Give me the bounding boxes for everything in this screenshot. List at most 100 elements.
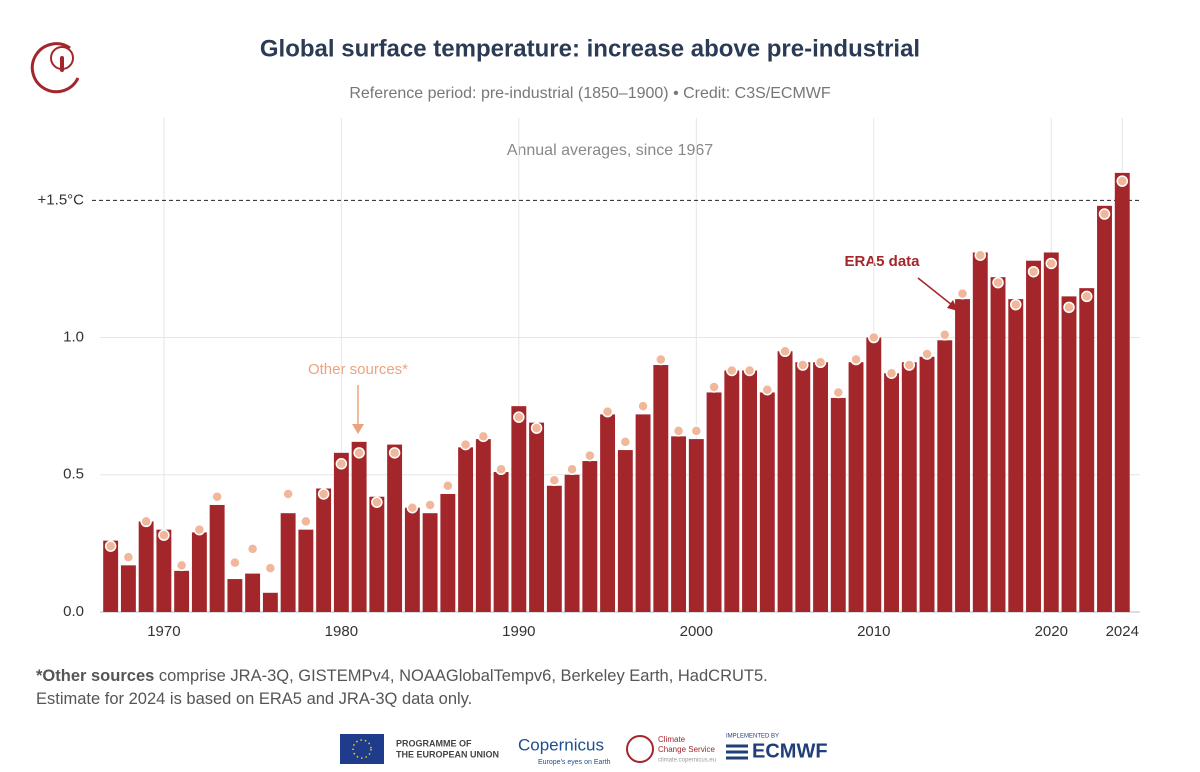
chart-subtitle: Reference period: pre-industrial (1850–1… xyxy=(349,85,831,102)
dot xyxy=(317,488,330,500)
footer-text: IMPLEMENTED BY xyxy=(726,734,779,740)
chart-title: Global surface temperature: increase abo… xyxy=(260,35,920,62)
dot xyxy=(655,353,667,366)
dot xyxy=(104,540,117,552)
dot xyxy=(335,458,348,470)
x-tick-label: 2020 xyxy=(1035,623,1068,640)
footer-text: ECMWF xyxy=(752,740,828,762)
bar xyxy=(600,414,616,612)
bar xyxy=(298,529,314,612)
dot xyxy=(406,501,419,514)
dot xyxy=(548,474,561,487)
dot xyxy=(832,386,845,399)
dot xyxy=(939,329,951,341)
bar xyxy=(351,441,367,612)
bar xyxy=(245,573,261,612)
bar xyxy=(440,493,456,612)
bar xyxy=(387,444,403,612)
bar xyxy=(884,373,899,612)
bar xyxy=(848,362,864,612)
bar xyxy=(103,540,119,612)
footnote-text: comprise JRA-3Q, GISTEMPv4, NOAAGlobalTe… xyxy=(154,667,768,685)
bar xyxy=(1008,299,1024,612)
footer-text: Climate xyxy=(658,735,686,744)
dot xyxy=(300,515,312,528)
dot xyxy=(122,551,135,563)
bar xyxy=(369,496,385,612)
footer: PROGRAMME OF THE EUROPEAN UNION Copernic… xyxy=(340,734,828,766)
dot xyxy=(619,436,632,448)
dot xyxy=(779,345,791,358)
dot xyxy=(229,556,241,569)
bar xyxy=(866,337,882,612)
bar xyxy=(742,370,758,612)
bar xyxy=(688,439,704,612)
bar xyxy=(901,362,917,612)
bar xyxy=(777,351,793,612)
bar xyxy=(422,513,438,612)
dot xyxy=(459,438,472,451)
x-tick-label: 2010 xyxy=(857,623,890,640)
eu-flag xyxy=(340,734,384,764)
bar xyxy=(724,370,740,612)
bar xyxy=(475,439,491,612)
dot xyxy=(246,543,259,555)
bar xyxy=(546,485,562,612)
bar xyxy=(1114,172,1130,612)
bar xyxy=(1097,205,1112,613)
y-tick-label: 1.0 xyxy=(63,329,84,346)
bar xyxy=(1043,252,1059,612)
bar xyxy=(706,392,722,612)
footer-text: climate.copernicus.eu xyxy=(658,758,716,764)
y-tick-label: 0.0 xyxy=(63,603,84,620)
dot xyxy=(761,383,774,396)
bar xyxy=(635,414,651,612)
dot xyxy=(903,359,916,371)
dot xyxy=(974,249,987,261)
bar xyxy=(671,436,687,612)
x-tick-label: 1970 xyxy=(147,623,180,640)
dot xyxy=(211,490,223,503)
dot xyxy=(584,449,596,462)
legend-label: ERA5 data xyxy=(844,253,920,270)
y-tick-label: +1.5°C xyxy=(38,191,85,208)
dot xyxy=(726,364,738,377)
bar xyxy=(813,362,828,612)
bar xyxy=(955,299,970,612)
dot xyxy=(264,562,277,574)
dot xyxy=(1098,208,1111,220)
bar xyxy=(1026,260,1041,612)
dot xyxy=(1063,301,1075,314)
dot xyxy=(282,488,294,500)
footer-text: PROGRAMME OF xyxy=(396,738,472,748)
dot xyxy=(690,425,703,437)
dot xyxy=(1010,298,1022,311)
dot xyxy=(992,276,1004,289)
bar xyxy=(795,362,811,612)
dot xyxy=(175,559,188,572)
eu-stars xyxy=(352,739,372,759)
dot xyxy=(850,353,862,366)
bar xyxy=(990,277,1006,612)
footnote: *Other sources comprise JRA-3Q, GISTEMPv… xyxy=(36,667,768,686)
dot xyxy=(1081,290,1093,303)
bar xyxy=(617,450,633,612)
dot xyxy=(868,331,880,344)
footer-text: Copernicus xyxy=(518,735,604,754)
dot xyxy=(814,356,827,369)
bar xyxy=(653,365,669,612)
bar xyxy=(919,356,935,612)
legend-label: Other sources* xyxy=(308,361,408,378)
bar xyxy=(759,392,775,612)
dot xyxy=(1116,175,1129,187)
dot xyxy=(442,480,454,492)
bar xyxy=(262,592,278,612)
footnote-bold: *Other sources xyxy=(36,667,155,685)
dot xyxy=(1045,257,1058,270)
dot xyxy=(921,348,933,360)
dot xyxy=(371,496,383,508)
arrowhead xyxy=(352,424,364,434)
bar xyxy=(458,447,474,612)
bar xyxy=(564,474,580,612)
